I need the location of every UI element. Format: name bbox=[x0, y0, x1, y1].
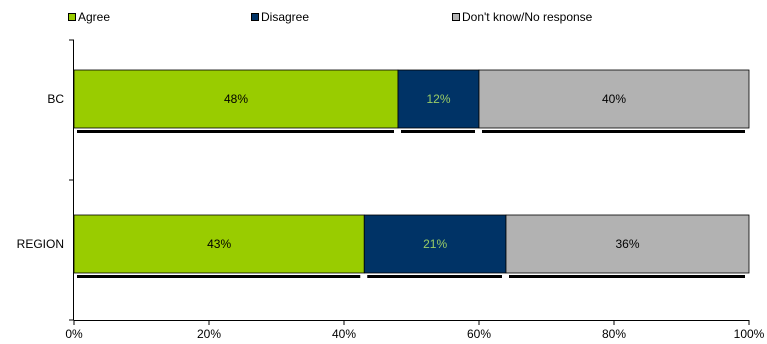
bar-shadow-region-1 bbox=[367, 275, 502, 278]
axes bbox=[69, 39, 750, 325]
bar-shadow-bc-1 bbox=[401, 130, 475, 133]
x-tick-label-0: 0% bbox=[65, 327, 83, 341]
bar-region-agree bbox=[73, 214, 365, 274]
bar-shadow-bc-0 bbox=[77, 130, 394, 133]
bar-bc-agree bbox=[73, 69, 399, 129]
legend-swatch-agree bbox=[68, 13, 76, 21]
legend-swatch-dont-know bbox=[452, 13, 460, 21]
legend-label-disagree: Disagree bbox=[261, 10, 310, 24]
bar-region-disagree bbox=[363, 214, 507, 274]
bar-shadow-region-2 bbox=[509, 275, 745, 278]
bar-shadow-bc-2 bbox=[482, 130, 745, 133]
x-tick-label-1: 20% bbox=[197, 327, 221, 341]
x-tick-label-5: 100% bbox=[734, 327, 765, 341]
bar-shadow-region-0 bbox=[77, 275, 361, 278]
data-label-region-2: 36% bbox=[615, 237, 639, 251]
data-label-region-1: 21% bbox=[423, 237, 447, 251]
category-label-bc: BC bbox=[47, 92, 64, 106]
bar-region-don-t-know-no-response bbox=[505, 214, 750, 274]
legend-item-disagree: Disagree bbox=[251, 9, 309, 25]
bars bbox=[73, 69, 750, 274]
legend: Agree Disagree Don't know/No response bbox=[0, 9, 767, 25]
labels: 48% 12% 40% BC 43% 21% 36% REGION 0% 20% 40% 60% 80%… bbox=[17, 92, 765, 341]
data-label-bc-2: 40% bbox=[602, 92, 626, 106]
bar-shadows bbox=[77, 130, 745, 278]
x-tick-label-3: 60% bbox=[467, 327, 491, 341]
legend-label-agree: Agree bbox=[78, 10, 111, 24]
category-label-region: REGION bbox=[17, 237, 64, 251]
x-tick-label-2: 40% bbox=[332, 327, 356, 341]
data-label-bc-0: 48% bbox=[224, 92, 248, 106]
legend-label-dont-know: Don't know/No response bbox=[462, 10, 593, 24]
data-label-bc-1: 12% bbox=[426, 92, 450, 106]
legend-item-agree: Agree bbox=[68, 9, 110, 25]
x-tick-label-4: 80% bbox=[602, 327, 626, 341]
bar-bc-don-t-know-no-response bbox=[478, 69, 750, 129]
legend-item-dont-know: Don't know/No response bbox=[452, 9, 592, 25]
data-label-region-0: 43% bbox=[207, 237, 231, 251]
legend-swatch-disagree bbox=[251, 13, 259, 21]
bar-bc-disagree bbox=[397, 69, 480, 129]
